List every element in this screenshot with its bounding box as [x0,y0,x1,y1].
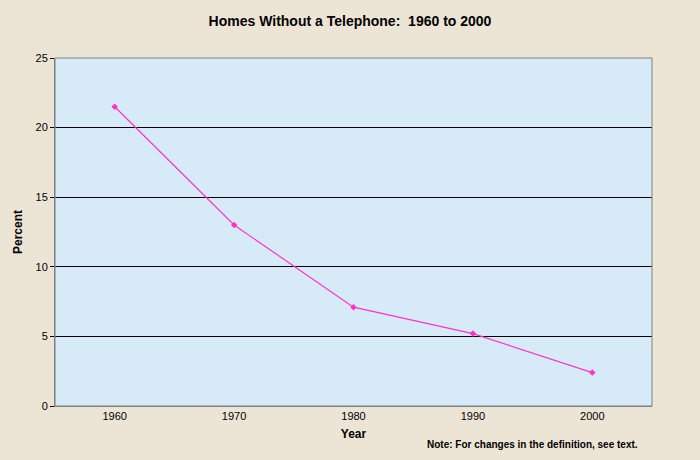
svg-text:15: 15 [36,191,48,203]
svg-text:Note: For changes in the defin: Note: For changes in the definition, see… [427,439,638,450]
svg-text:20: 20 [36,121,48,133]
svg-text:1960: 1960 [102,410,126,422]
svg-text:Year: Year [341,427,367,441]
svg-text:Homes Without a Telephone: 19: Homes Without a Telephone: 1960 to 2000 [209,13,492,29]
svg-text:1980: 1980 [341,410,365,422]
svg-text:1970: 1970 [222,410,246,422]
svg-text:0: 0 [42,400,48,412]
svg-text:1990: 1990 [461,410,485,422]
svg-text:2000: 2000 [580,410,604,422]
svg-text:25: 25 [36,52,48,64]
svg-text:Percent: Percent [11,210,25,254]
svg-text:5: 5 [42,330,48,342]
svg-text:10: 10 [36,261,48,273]
